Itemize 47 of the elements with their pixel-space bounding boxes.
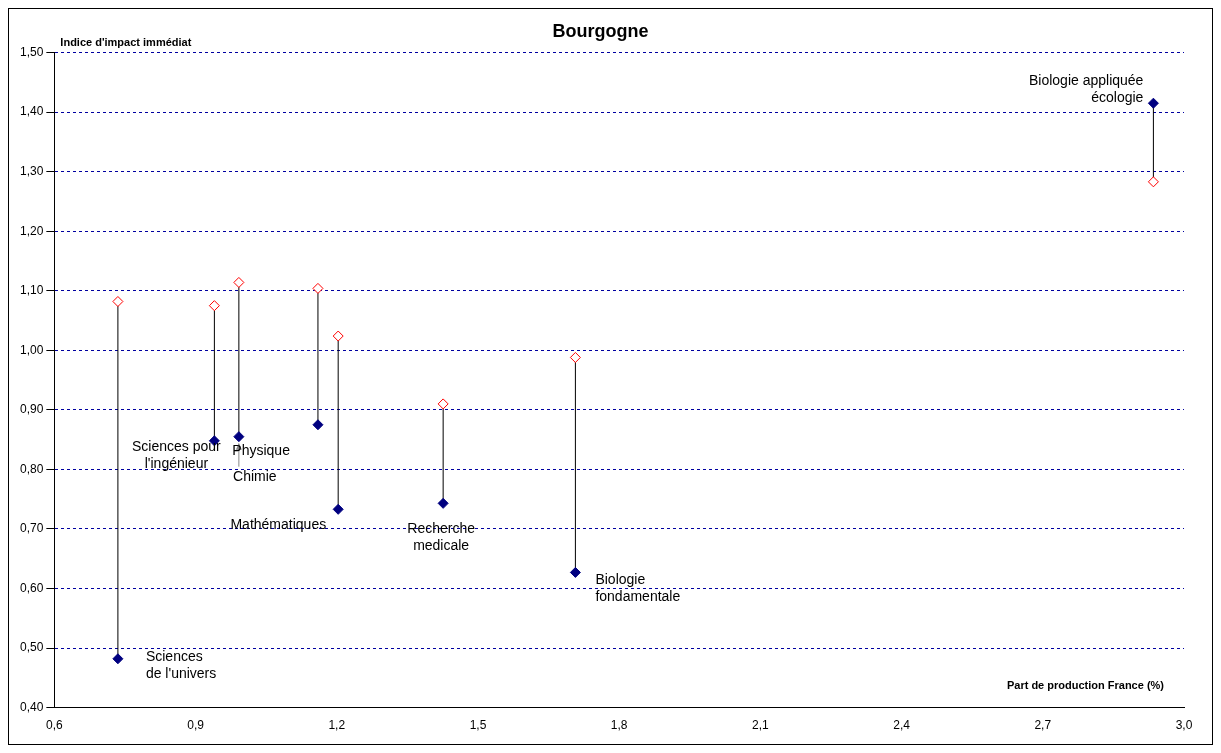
point bbox=[569, 566, 581, 578]
chart-title: Bourgogne bbox=[552, 20, 649, 41]
point bbox=[332, 503, 344, 515]
y-tick-label: 1,30 bbox=[20, 164, 44, 178]
y-tick-label: 1,00 bbox=[20, 342, 44, 357]
y-tick-label: 1,20 bbox=[20, 223, 44, 238]
point bbox=[569, 351, 581, 363]
y-tick-label: 0,90 bbox=[20, 402, 44, 417]
x-tick-label: 2,4 bbox=[893, 718, 911, 733]
x-tick-label: 1,2 bbox=[328, 718, 346, 733]
point bbox=[112, 653, 124, 665]
point bbox=[312, 282, 324, 294]
x-tick-label: 1,5 bbox=[469, 718, 487, 733]
y-tick-label: 0,40 bbox=[20, 699, 44, 714]
annotation: Physique bbox=[232, 441, 291, 458]
point bbox=[233, 276, 245, 288]
point bbox=[208, 300, 220, 312]
annotation: Sciences pour l'ingénieur bbox=[132, 437, 222, 471]
x-tick-label: 2,7 bbox=[1034, 718, 1052, 733]
y-axis-title: Indice d'impact immédiat bbox=[60, 36, 192, 49]
y-tick-label: 0,70 bbox=[20, 521, 44, 536]
y-tick-label: 0,60 bbox=[20, 580, 44, 595]
annotation: Chimie bbox=[233, 467, 277, 484]
x-tick-label: 3,0 bbox=[1175, 718, 1193, 733]
x-tick-label: 2,1 bbox=[752, 718, 770, 733]
point bbox=[112, 296, 124, 307]
annotation: Sciences de l'univers bbox=[145, 647, 217, 681]
point bbox=[312, 419, 324, 431]
point bbox=[1147, 176, 1159, 188]
y-tick-label: 1,40 bbox=[20, 104, 44, 119]
y-tick-label: 1,10 bbox=[20, 283, 44, 298]
annotation: Biologie appliquée écologie bbox=[1028, 72, 1144, 106]
annotation: Mathématiques bbox=[230, 516, 327, 533]
x-tick-label: 0,6 bbox=[46, 718, 64, 733]
annotation: Biologie fondamentale bbox=[595, 571, 681, 605]
y-tick-label: 0,50 bbox=[20, 640, 44, 655]
x-tick-label: 1,8 bbox=[610, 718, 628, 733]
x-axis-title: Part de production France (%) bbox=[1006, 679, 1165, 692]
y-tick-label: 0,80 bbox=[20, 461, 44, 476]
point bbox=[332, 330, 344, 342]
annotation: Recherche medicale bbox=[407, 520, 476, 554]
point bbox=[437, 398, 449, 410]
x-tick-label: 0,9 bbox=[187, 718, 205, 733]
point bbox=[233, 431, 245, 443]
y-tick-label: 1,50 bbox=[20, 44, 44, 59]
point bbox=[437, 497, 449, 509]
point bbox=[1147, 97, 1159, 109]
